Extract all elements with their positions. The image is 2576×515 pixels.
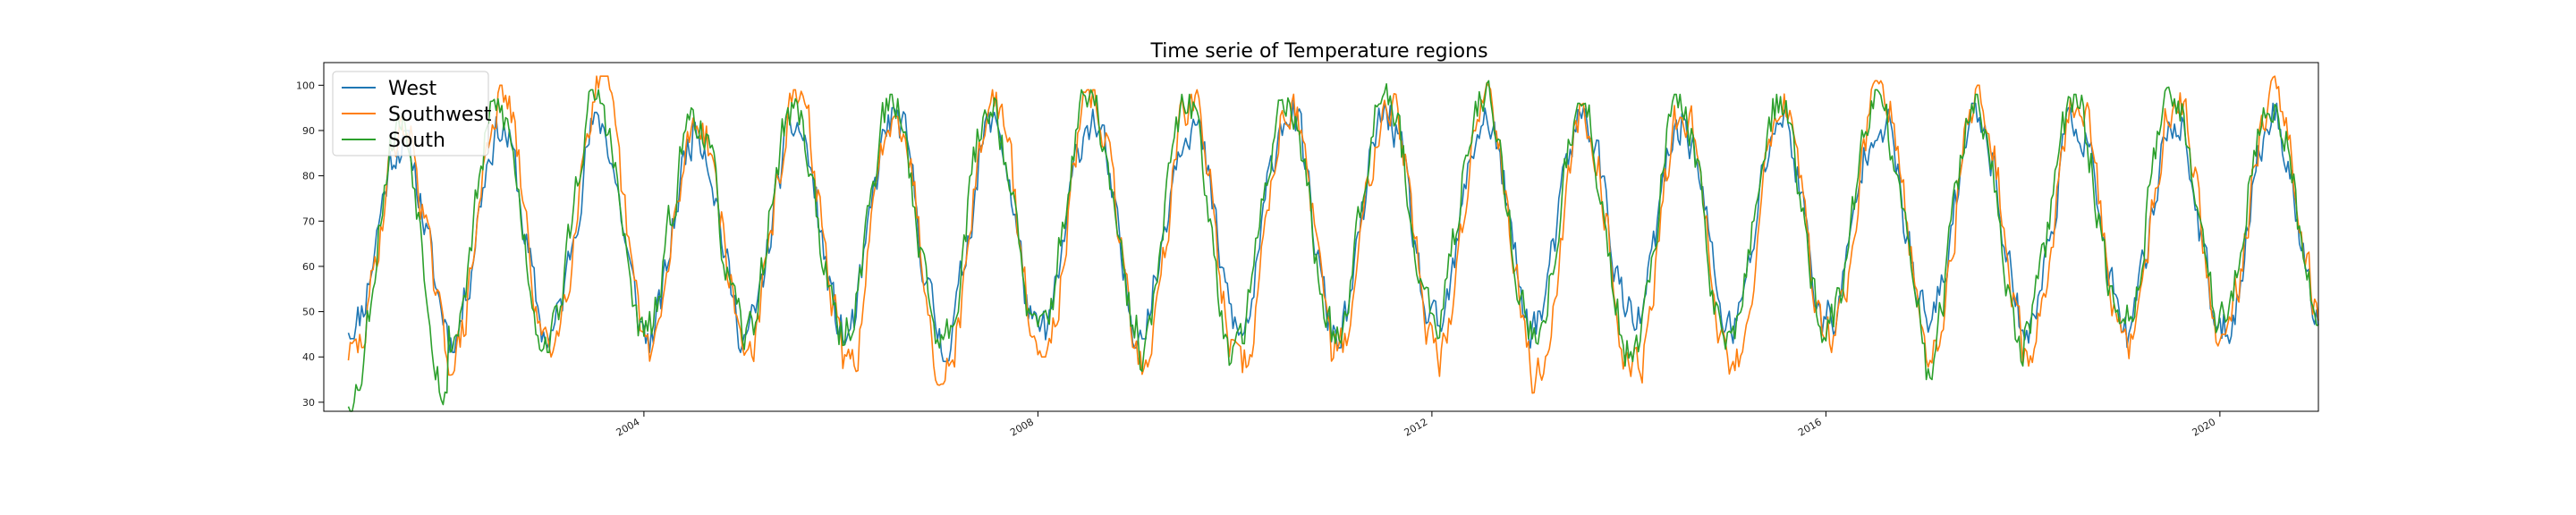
series-layer	[347, 75, 2319, 412]
y-tick-label: 60	[302, 261, 315, 273]
series-line-southwest	[347, 75, 2319, 394]
y-tick-label: 100	[296, 80, 315, 91]
chart-title: Time serie of Temperature regions	[1149, 40, 1487, 63]
plot-frame	[323, 62, 2319, 412]
x-tick-label: 2016	[1796, 416, 1824, 438]
y-tick-label: 50	[302, 307, 315, 318]
legend-box	[332, 71, 489, 156]
series-line-south	[347, 80, 2318, 412]
y-tick-label: 90	[302, 125, 315, 137]
legend: West Southwest South	[332, 71, 492, 156]
x-tick-label: 2008	[1008, 416, 1036, 438]
x-tick-label: 2012	[1402, 416, 1430, 438]
y-tick-label: 70	[302, 215, 315, 227]
y-tick-label: 80	[302, 171, 315, 182]
legend-label-south: South	[388, 130, 445, 152]
series-line-west	[347, 99, 2319, 363]
y-tick-label: 30	[302, 397, 315, 409]
y-tick-label: 40	[302, 351, 315, 363]
legend-label-west: West	[388, 78, 436, 100]
x-tick-label: 2020	[2190, 416, 2218, 438]
legend-label-southwest: Southwest	[388, 104, 492, 126]
x-tick-label: 2004	[614, 416, 642, 438]
